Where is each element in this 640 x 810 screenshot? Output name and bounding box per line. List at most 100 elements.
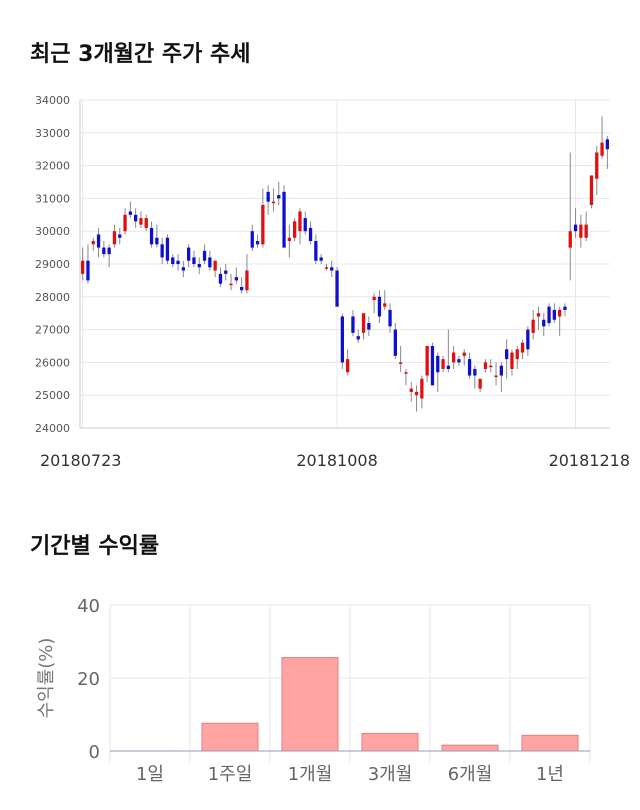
- candle-body: [377, 296, 382, 317]
- y-tick-label: 29000: [35, 258, 70, 271]
- candle-body: [176, 260, 180, 264]
- y-axis-label: 수익률(%): [36, 638, 57, 719]
- candle-body: [536, 313, 541, 317]
- candle-body: [86, 260, 90, 281]
- candle-body: [499, 365, 503, 376]
- candle-body: [351, 316, 355, 333]
- candle-body: [255, 241, 260, 245]
- y-tick-label: 0: [89, 742, 100, 763]
- candle-body: [134, 214, 138, 222]
- candle-body: [568, 231, 572, 248]
- candle-body: [547, 306, 551, 324]
- candle-body: [266, 191, 270, 202]
- candle-body: [478, 378, 482, 389]
- candle-body: [308, 227, 313, 242]
- candle-body: [420, 378, 424, 399]
- candle-body: [579, 224, 583, 238]
- candle-body: [605, 139, 609, 150]
- bar: [361, 732, 419, 752]
- candle-body: [558, 309, 562, 317]
- candle-body: [531, 319, 535, 333]
- candle-body: [483, 362, 488, 369]
- y-tick-label: 20: [77, 669, 100, 690]
- candle-body: [224, 270, 228, 274]
- candle-body: [573, 224, 578, 232]
- candle-body: [520, 342, 525, 353]
- candle-body: [441, 359, 445, 369]
- x-tick-label: 6개월: [448, 764, 493, 785]
- y-tick-label: 28000: [35, 291, 70, 304]
- candle-body: [271, 201, 276, 204]
- candle-body: [356, 336, 360, 340]
- x-tick-label: 3개월: [368, 764, 413, 785]
- candle-body: [123, 214, 127, 232]
- candle-body: [240, 286, 244, 291]
- candle-body: [446, 365, 450, 369]
- candle-body: [171, 257, 175, 264]
- candle-body: [181, 267, 185, 271]
- candle-body: [515, 349, 519, 360]
- candle-body: [149, 227, 154, 245]
- x-tick-label: 1주일: [208, 764, 253, 785]
- candle-body: [202, 250, 207, 261]
- candle-body: [542, 319, 546, 327]
- bar: [201, 722, 259, 752]
- y-tick-label: 30000: [35, 225, 70, 238]
- candle-body: [287, 237, 291, 242]
- candle-body: [96, 234, 101, 248]
- candle-body: [436, 355, 440, 373]
- candle-body: [91, 241, 95, 245]
- candle-body: [118, 234, 122, 238]
- candle-body: [218, 273, 223, 284]
- candle-body: [187, 247, 191, 261]
- bar: [281, 657, 339, 752]
- y-tick-label: 32000: [35, 160, 70, 173]
- candle-body: [234, 277, 238, 281]
- y-tick-label: 33000: [35, 127, 70, 140]
- candle-body: [457, 359, 461, 363]
- candle-body: [155, 237, 159, 245]
- x-tick-label: 1일: [136, 764, 164, 785]
- candle-body: [139, 218, 143, 225]
- candle-body: [563, 306, 567, 310]
- candle-body: [600, 142, 604, 156]
- candle-body: [192, 257, 196, 264]
- candle-body: [489, 365, 493, 368]
- returns-title: 기간별 수익률: [30, 534, 160, 559]
- candle-body: [229, 283, 233, 286]
- candle-body: [552, 309, 556, 320]
- candle-body: [346, 359, 350, 373]
- y-tick-label: 40: [77, 596, 100, 617]
- candle-body: [250, 231, 254, 248]
- candle-body: [303, 218, 307, 232]
- candle-body: [388, 309, 392, 327]
- candle-body: [462, 352, 466, 356]
- candle-body: [245, 270, 249, 291]
- bar: [521, 734, 579, 752]
- candle-body: [112, 231, 117, 245]
- x-tick-label: 1년: [536, 764, 564, 785]
- bar: [441, 744, 499, 752]
- y-tick-label: 24000: [35, 422, 70, 435]
- candle-body: [404, 372, 408, 374]
- y-tick-label: 27000: [35, 324, 70, 337]
- x-tick-label: 20181008: [296, 451, 377, 470]
- candle-body: [399, 362, 403, 364]
- candle-body: [505, 349, 509, 360]
- candle-body: [425, 346, 429, 376]
- candle-body: [589, 175, 594, 205]
- candle-body: [314, 241, 318, 261]
- candle-body: [128, 211, 132, 215]
- candle-body: [414, 391, 419, 396]
- y-tick-label: 34000: [35, 94, 70, 107]
- candlestick-chart: 24000 25000 26000 27000 28000 29000 30000 31000…: [35, 94, 630, 470]
- candle-body: [595, 152, 599, 179]
- candle-body: [372, 296, 376, 301]
- candle-body: [367, 323, 371, 330]
- candle-body: [393, 329, 397, 356]
- candle-body: [319, 257, 323, 261]
- candle-body: [467, 359, 472, 376]
- candle-body: [452, 352, 456, 363]
- candle-body: [383, 303, 387, 307]
- candle-body: [430, 346, 435, 386]
